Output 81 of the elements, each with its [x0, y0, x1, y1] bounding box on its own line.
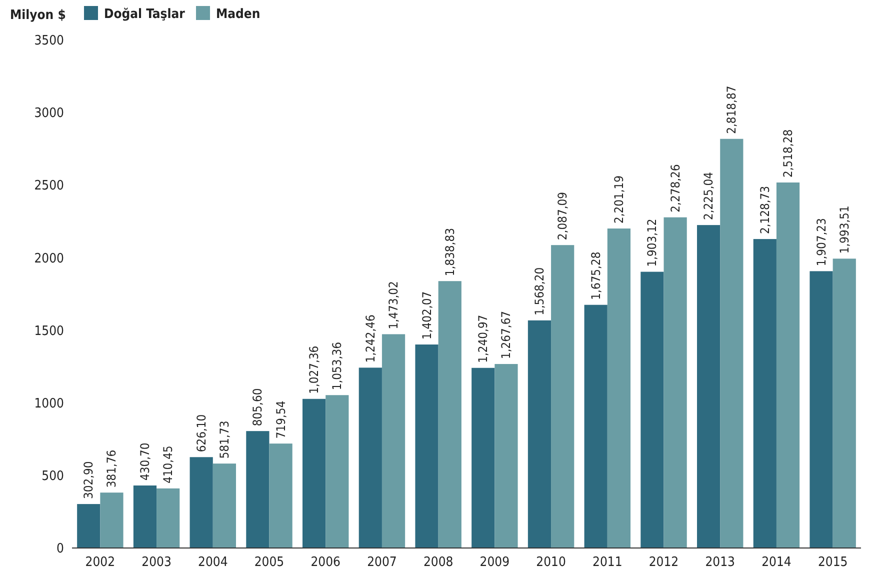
- bar: [438, 281, 462, 548]
- bar: [246, 431, 270, 548]
- bar: [133, 485, 157, 548]
- bar: [190, 457, 213, 548]
- bar: [382, 334, 406, 548]
- bar: [810, 271, 833, 548]
- bar: [358, 368, 382, 548]
- x-tick-label: 2010: [536, 555, 566, 570]
- data-label: 2,201,19: [612, 175, 626, 224]
- bar: [584, 304, 608, 548]
- bar: [77, 504, 100, 548]
- bar: [640, 272, 664, 548]
- data-label: 2,225,04: [702, 172, 716, 220]
- bar: [494, 364, 518, 548]
- y-tick-label: 500: [42, 468, 64, 484]
- bar: [551, 245, 574, 548]
- legend-label: Doğal Taşlar: [104, 7, 186, 22]
- x-tick-label: 2003: [142, 555, 172, 570]
- bar: [832, 258, 856, 548]
- x-tick-label: 2009: [480, 555, 510, 570]
- y-tick-label: 2000: [34, 251, 64, 266]
- bar: [212, 464, 236, 548]
- bar: [607, 228, 630, 548]
- data-label: 410,45: [161, 446, 176, 484]
- data-label: 381,76: [104, 450, 119, 488]
- data-label: 1,568,20: [532, 267, 546, 316]
- bar: [697, 225, 720, 548]
- bar: [776, 182, 800, 548]
- x-tick-label: 2006: [310, 555, 340, 570]
- data-label: 430,70: [138, 442, 152, 480]
- y-tick-label: 1000: [34, 396, 64, 412]
- data-label: 1,473,02: [386, 281, 401, 330]
- data-label: 2,818,87: [724, 86, 739, 134]
- data-label: 1,267,67: [499, 310, 514, 360]
- y-tick-label: 3500: [34, 34, 64, 49]
- data-label: 1,402,07: [420, 291, 434, 340]
- data-label: 2,087,09: [556, 192, 570, 240]
- data-label: 719,54: [274, 400, 288, 439]
- data-label: 1,907,23: [814, 218, 828, 266]
- x-tick-label: 2002: [85, 555, 116, 570]
- data-label: 1,240,97: [476, 314, 490, 363]
- x-tick-label: 2013: [705, 555, 735, 570]
- bar: [156, 488, 180, 548]
- data-label: 1,993,51: [837, 206, 852, 254]
- y-tick-label: 3000: [34, 106, 64, 122]
- y-tick-label: 0: [56, 542, 64, 557]
- bar: [528, 320, 552, 548]
- data-label: 626,10: [194, 414, 208, 452]
- data-label: 2,128,73: [758, 186, 772, 234]
- legend-label: Maden: [216, 7, 260, 22]
- bar: [472, 368, 495, 548]
- y-axis-title: Milyon $: [10, 8, 66, 23]
- bar: [753, 239, 776, 548]
- data-label: 1,242,46: [363, 314, 378, 363]
- y-tick-label: 2500: [34, 178, 64, 194]
- bar: [720, 138, 744, 548]
- bar: [100, 492, 124, 548]
- x-tick-label: 2004: [198, 555, 228, 570]
- data-label: 1,053,36: [330, 342, 344, 390]
- bar: [269, 444, 292, 548]
- x-tick-label: 2015: [818, 555, 848, 570]
- data-label: 1,675,28: [588, 252, 603, 300]
- bar: [415, 344, 438, 548]
- bar: [326, 395, 349, 548]
- data-label: 2,518,28: [781, 129, 796, 178]
- data-label: 805,60: [250, 388, 265, 426]
- x-tick-label: 2014: [762, 555, 792, 570]
- data-label: 1,903,12: [645, 218, 660, 267]
- x-tick-label: 2007: [367, 555, 397, 570]
- x-tick-label: 2008: [423, 555, 454, 570]
- data-label: 2,278,26: [668, 164, 682, 212]
- data-label: 1,838,83: [442, 228, 457, 276]
- x-tick-label: 2012: [648, 555, 679, 570]
- bar: [664, 217, 687, 548]
- data-label: 581,73: [217, 420, 232, 459]
- data-label: 1,027,36: [307, 346, 322, 394]
- data-label: 302,90: [82, 461, 96, 500]
- x-tick-label: 2005: [254, 555, 284, 570]
- bar: [302, 398, 326, 548]
- x-tick-label: 2011: [592, 555, 622, 570]
- y-tick-label: 1500: [34, 324, 64, 339]
